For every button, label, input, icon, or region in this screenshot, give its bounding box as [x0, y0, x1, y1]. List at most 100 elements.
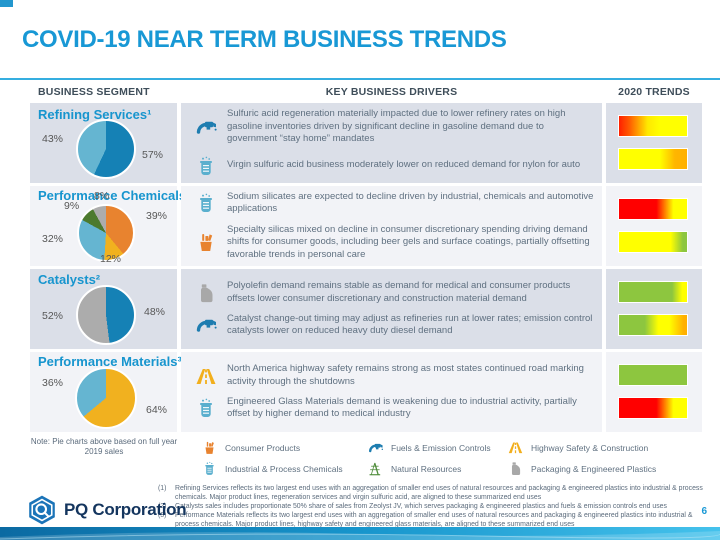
footnote-number: (1)	[158, 485, 167, 492]
pie-label: 43%	[42, 133, 64, 145]
drivers-cell-refining-services: Sulfuric acid regeneration materially im…	[181, 103, 602, 183]
pie-chart-performance-materials	[75, 367, 137, 429]
driver-text: Sulfuric acid regeneration materially im…	[227, 108, 566, 145]
fuel-pump-icon	[194, 115, 218, 139]
pie-label: 9%	[64, 200, 80, 212]
fuel-pump-icon	[367, 439, 384, 456]
trend-bar	[618, 231, 688, 253]
column-header-2020-trends: 2020 TRENDS	[618, 86, 690, 98]
trends-cell-catalysts	[606, 269, 702, 349]
driver-text: Engineered Glass Materials demand is wea…	[227, 396, 577, 420]
trends-cell-performance-materials	[606, 352, 702, 432]
segment-title: Performance Materials³	[38, 354, 182, 369]
beaker-icon	[194, 396, 218, 420]
driver-text: North America highway safety remains str…	[227, 363, 584, 387]
derrick-icon	[367, 460, 384, 477]
segment-title: Refining Services¹	[38, 107, 152, 122]
highway-icon	[194, 364, 218, 388]
beaker-icon	[194, 154, 218, 178]
pie-label: 36%	[42, 377, 64, 389]
fuel-pump-icon	[194, 313, 218, 337]
trend-bar	[618, 397, 688, 419]
pie-label: 57%	[142, 149, 164, 161]
driver-bullet: North America highway safety remains str…	[194, 363, 594, 388]
footnote-number: (2)	[158, 503, 167, 511]
consumer-products-icon	[201, 439, 218, 456]
beaker-icon	[194, 191, 218, 215]
pie-label: 8%	[94, 190, 110, 202]
pie-chart-note: Note: Pie charts above based on full yea…	[30, 437, 178, 457]
end-use-legend: Consumer Products Fuels & Emission Contr…	[201, 437, 675, 479]
pie-label: 32%	[42, 233, 64, 245]
driver-text: Specialty silicas mixed on decline in co…	[227, 223, 590, 260]
driver-text: Polyolefin demand remains stable as dema…	[227, 280, 571, 304]
legend-label: Consumer Products	[225, 442, 301, 453]
driver-bullet: Sulfuric acid regeneration materially im…	[194, 108, 594, 145]
legend-item: Industrial & Process Chemicals	[201, 460, 367, 477]
driver-bullet: Specialty silicas mixed on decline in co…	[194, 224, 594, 261]
trends-cell-performance-chemicals	[606, 186, 702, 266]
highway-icon	[507, 439, 524, 456]
beaker-icon	[201, 460, 218, 477]
pq-corporation-logo: PQ Corporation	[26, 494, 187, 526]
pie-label: 48%	[144, 306, 166, 318]
legend-label: Packaging & Engineered Plastics	[531, 463, 657, 474]
pie-chart-refining-services	[76, 119, 136, 179]
segment-cell-performance-chemicals: Performance Chemicals 8% 9% 39% 32% 12%	[30, 186, 186, 266]
trend-bar	[618, 115, 688, 137]
driver-text: Sodium silicates are expected to decline…	[227, 191, 594, 215]
driver-bullet: Polyolefin demand remains stable as dema…	[194, 280, 594, 305]
footnote: (1) Refining Services reflects its two l…	[158, 484, 718, 502]
legend-item: Consumer Products	[201, 439, 367, 456]
legend-item: Fuels & Emission Controls	[367, 439, 507, 456]
page-title: COVID-19 NEAR TERM BUSINESS TRENDS	[22, 26, 507, 53]
legend-item: Natural Resources	[367, 460, 507, 477]
drivers-cell-catalysts: Polyolefin demand remains stable as dema…	[181, 269, 602, 349]
segment-cell-refining-services: Refining Services¹ 43% 57%	[30, 103, 177, 183]
segment-title: Performance Chemicals	[38, 188, 187, 203]
driver-bullet: Sodium silicates are expected to decline…	[194, 191, 594, 216]
bottom-wave-decoration	[0, 527, 720, 540]
title-divider	[0, 78, 720, 80]
drivers-cell-performance-chemicals: Sodium silicates are expected to decline…	[181, 186, 602, 266]
footnote-text: Refining Services reflects its two large…	[175, 485, 703, 502]
pie-label: 12%	[100, 253, 122, 265]
driver-bullet: Engineered Glass Materials demand is wea…	[194, 396, 594, 421]
consumer-products-icon	[194, 230, 218, 254]
legend-label: Highway Safety & Construction	[531, 442, 649, 453]
trend-bar	[618, 198, 688, 220]
legend-label: Fuels & Emission Controls	[391, 442, 491, 453]
trend-bar	[618, 148, 688, 170]
footnote-text: Performance Materials reflects its two l…	[175, 512, 693, 529]
page-number: 6	[701, 506, 707, 517]
footnote-number: (3)	[158, 512, 167, 520]
column-header-key-business-drivers: KEY BUSINESS DRIVERS	[325, 86, 458, 98]
trend-bar	[618, 314, 688, 336]
jug-icon	[507, 460, 524, 477]
trend-bar	[618, 281, 688, 303]
segment-cell-performance-materials: Performance Materials³ 36% 64%	[30, 352, 182, 432]
footnote-text: Catalysts sales includes proportionate 5…	[175, 503, 667, 511]
trend-bar	[618, 364, 688, 386]
trends-cell-refining-services	[606, 103, 702, 183]
driver-text: Catalyst change-out timing may adjust as…	[227, 313, 593, 337]
legend-item: Packaging & Engineered Plastics	[507, 460, 675, 477]
legend-label: Industrial & Process Chemicals	[225, 463, 343, 474]
drivers-cell-performance-materials: North America highway safety remains str…	[181, 352, 602, 432]
pie-label: 64%	[146, 404, 168, 416]
pq-logo-hexagon-icon	[29, 495, 55, 525]
column-header-business-segment: BUSINESS SEGMENT	[38, 86, 150, 98]
segment-cell-catalysts: Catalysts² 52% 48%	[30, 269, 177, 349]
footnote: (3) Performance Materials reflects its t…	[158, 511, 718, 529]
corner-accent	[0, 0, 13, 7]
jug-icon	[194, 281, 218, 305]
pie-label: 39%	[146, 210, 168, 222]
driver-bullet: Catalyst change-out timing may adjust as…	[194, 313, 594, 338]
footnotes: (1) Refining Services reflects its two l…	[158, 484, 718, 530]
driver-text: Virgin sulfuric acid business moderately…	[227, 159, 581, 171]
pie-label: 52%	[42, 310, 64, 322]
footnote: (2) Catalysts sales includes proportiona…	[158, 502, 718, 511]
legend-label: Natural Resources	[391, 463, 462, 474]
legend-item: Highway Safety & Construction	[507, 439, 675, 456]
